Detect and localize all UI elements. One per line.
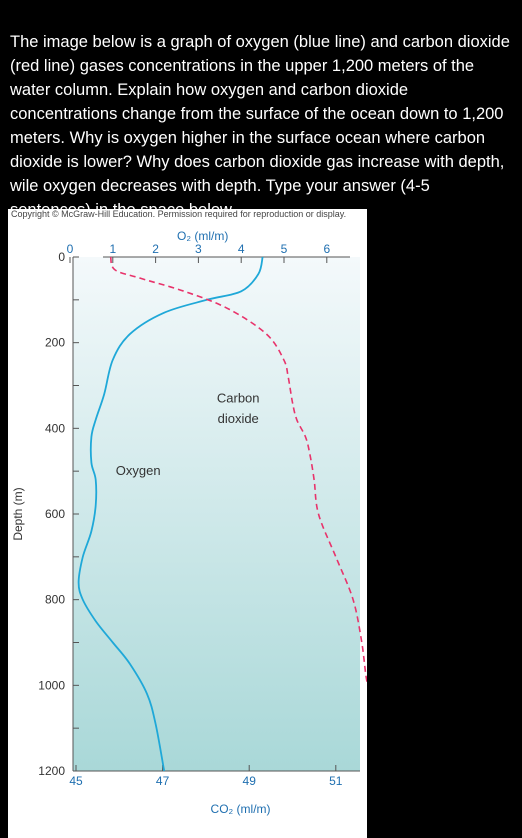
depth-tick-label: 200 <box>45 336 65 350</box>
o2-tick-label: 4 <box>238 242 245 256</box>
co2-annotation-line1: Carbon <box>217 390 260 405</box>
depth-tick-label: 400 <box>45 421 65 435</box>
co2-tick-label: 51 <box>329 774 343 788</box>
question-text: The image below is a graph of oxygen (bl… <box>10 33 510 219</box>
o2-tick-label: 3 <box>195 242 202 256</box>
o2-axis-title: O₂ (ml/m) <box>177 229 228 243</box>
copyright-notice: Copyright © McGraw-Hill Education. Permi… <box>11 209 347 219</box>
o2-tick-label: 6 <box>323 242 330 256</box>
oxygen-annotation: Oxygen <box>116 463 161 478</box>
co2-tick-label: 47 <box>156 774 170 788</box>
co2-tick-label: 49 <box>243 774 257 788</box>
depth-axis-title: Depth (m) <box>11 487 25 540</box>
o2-tick-label: 2 <box>152 242 159 256</box>
depth-tick-label: 1200 <box>38 764 65 778</box>
co2-tick-label: 45 <box>69 774 83 788</box>
carbon-dioxide-series-line <box>109 256 367 687</box>
co2-axis-title: CO₂ (ml/m) <box>211 802 271 816</box>
co2-annotation-line2: dioxide <box>218 411 259 426</box>
o2-tick-label: 1 <box>109 242 116 256</box>
o2-tick-label: 0 <box>67 242 74 256</box>
figure-panel: Copyright © McGraw-Hill Education. Permi… <box>8 209 367 838</box>
depth-tick-label: 800 <box>45 593 65 607</box>
depth-tick-label: 600 <box>45 507 65 521</box>
plot-background <box>73 257 360 771</box>
oxygen-series-line <box>77 256 264 772</box>
depth-tick-label: 0 <box>58 250 65 264</box>
depth-tick-label: 1000 <box>38 678 65 692</box>
o2-tick-label: 5 <box>281 242 288 256</box>
